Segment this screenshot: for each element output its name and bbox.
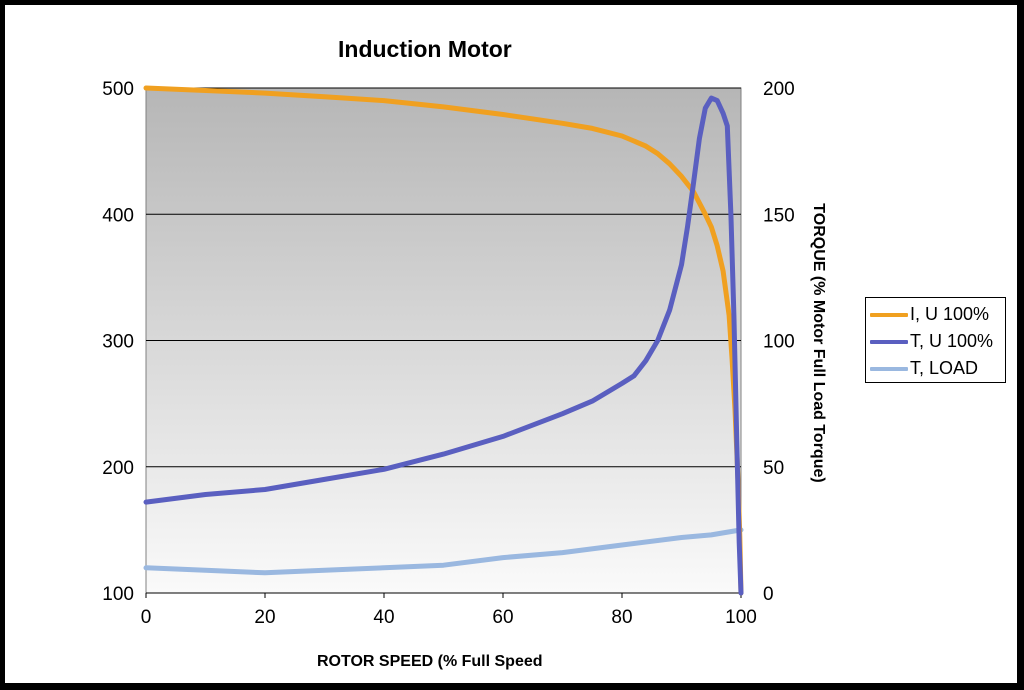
x-axis-label: ROTOR SPEED (% Full Speed [317, 653, 543, 670]
legend-label-current: I, U 100% [910, 304, 990, 324]
y-tick-label-3: 400 [102, 205, 134, 226]
legend-label-load: T, LOAD [910, 358, 979, 378]
series-line-load [143, 527, 744, 576]
legend-item-current: I, U 100% [870, 301, 1005, 328]
y-tick-label-1: 200 [102, 458, 134, 479]
y-tick-label-0: 100 [102, 584, 134, 605]
y2-tick-label-2: 100 [763, 332, 795, 353]
legend-swatch-torque [870, 339, 908, 344]
y2-tick-label-4: 200 [763, 79, 795, 100]
y2-axis-label: TORQUE (% Motor Full Load Torque) [810, 203, 827, 483]
y2-tick-label-3: 150 [763, 205, 795, 226]
legend-swatch-load [870, 366, 908, 371]
legend-label-torque: T, U 100% [910, 331, 994, 351]
x-tick-label-2: 40 [373, 607, 394, 628]
x-tick-label-0: 0 [141, 607, 152, 628]
chart-frame: Induction Motor 100 200 300 400 500 0 50 100 150… [5, 5, 1017, 683]
y-tick-label-2: 300 [102, 332, 134, 353]
x-tick-label-4: 80 [611, 607, 632, 628]
x-tick-label-5: 100 [725, 607, 757, 628]
chart-title: Induction Motor [338, 36, 512, 62]
series-line-torque [143, 95, 744, 596]
plot-area: 100 200 300 400 500 0 50 100 150 200 0 20 40 60 80 100 [102, 79, 795, 628]
legend-swatch-current [870, 312, 908, 317]
legend: I, U 100% T, U 100% T, LOAD [865, 297, 1006, 383]
legend-item-torque: T, U 100% [870, 328, 1005, 355]
y2-tick-label-1: 50 [763, 458, 784, 479]
x-tick-label-3: 60 [492, 607, 513, 628]
x-tick-label-1: 20 [254, 607, 275, 628]
legend-item-load: T, LOAD [870, 355, 1005, 382]
y-tick-label-4: 500 [102, 79, 134, 100]
series-line-current [143, 85, 744, 596]
y2-tick-label-0: 0 [763, 584, 774, 605]
